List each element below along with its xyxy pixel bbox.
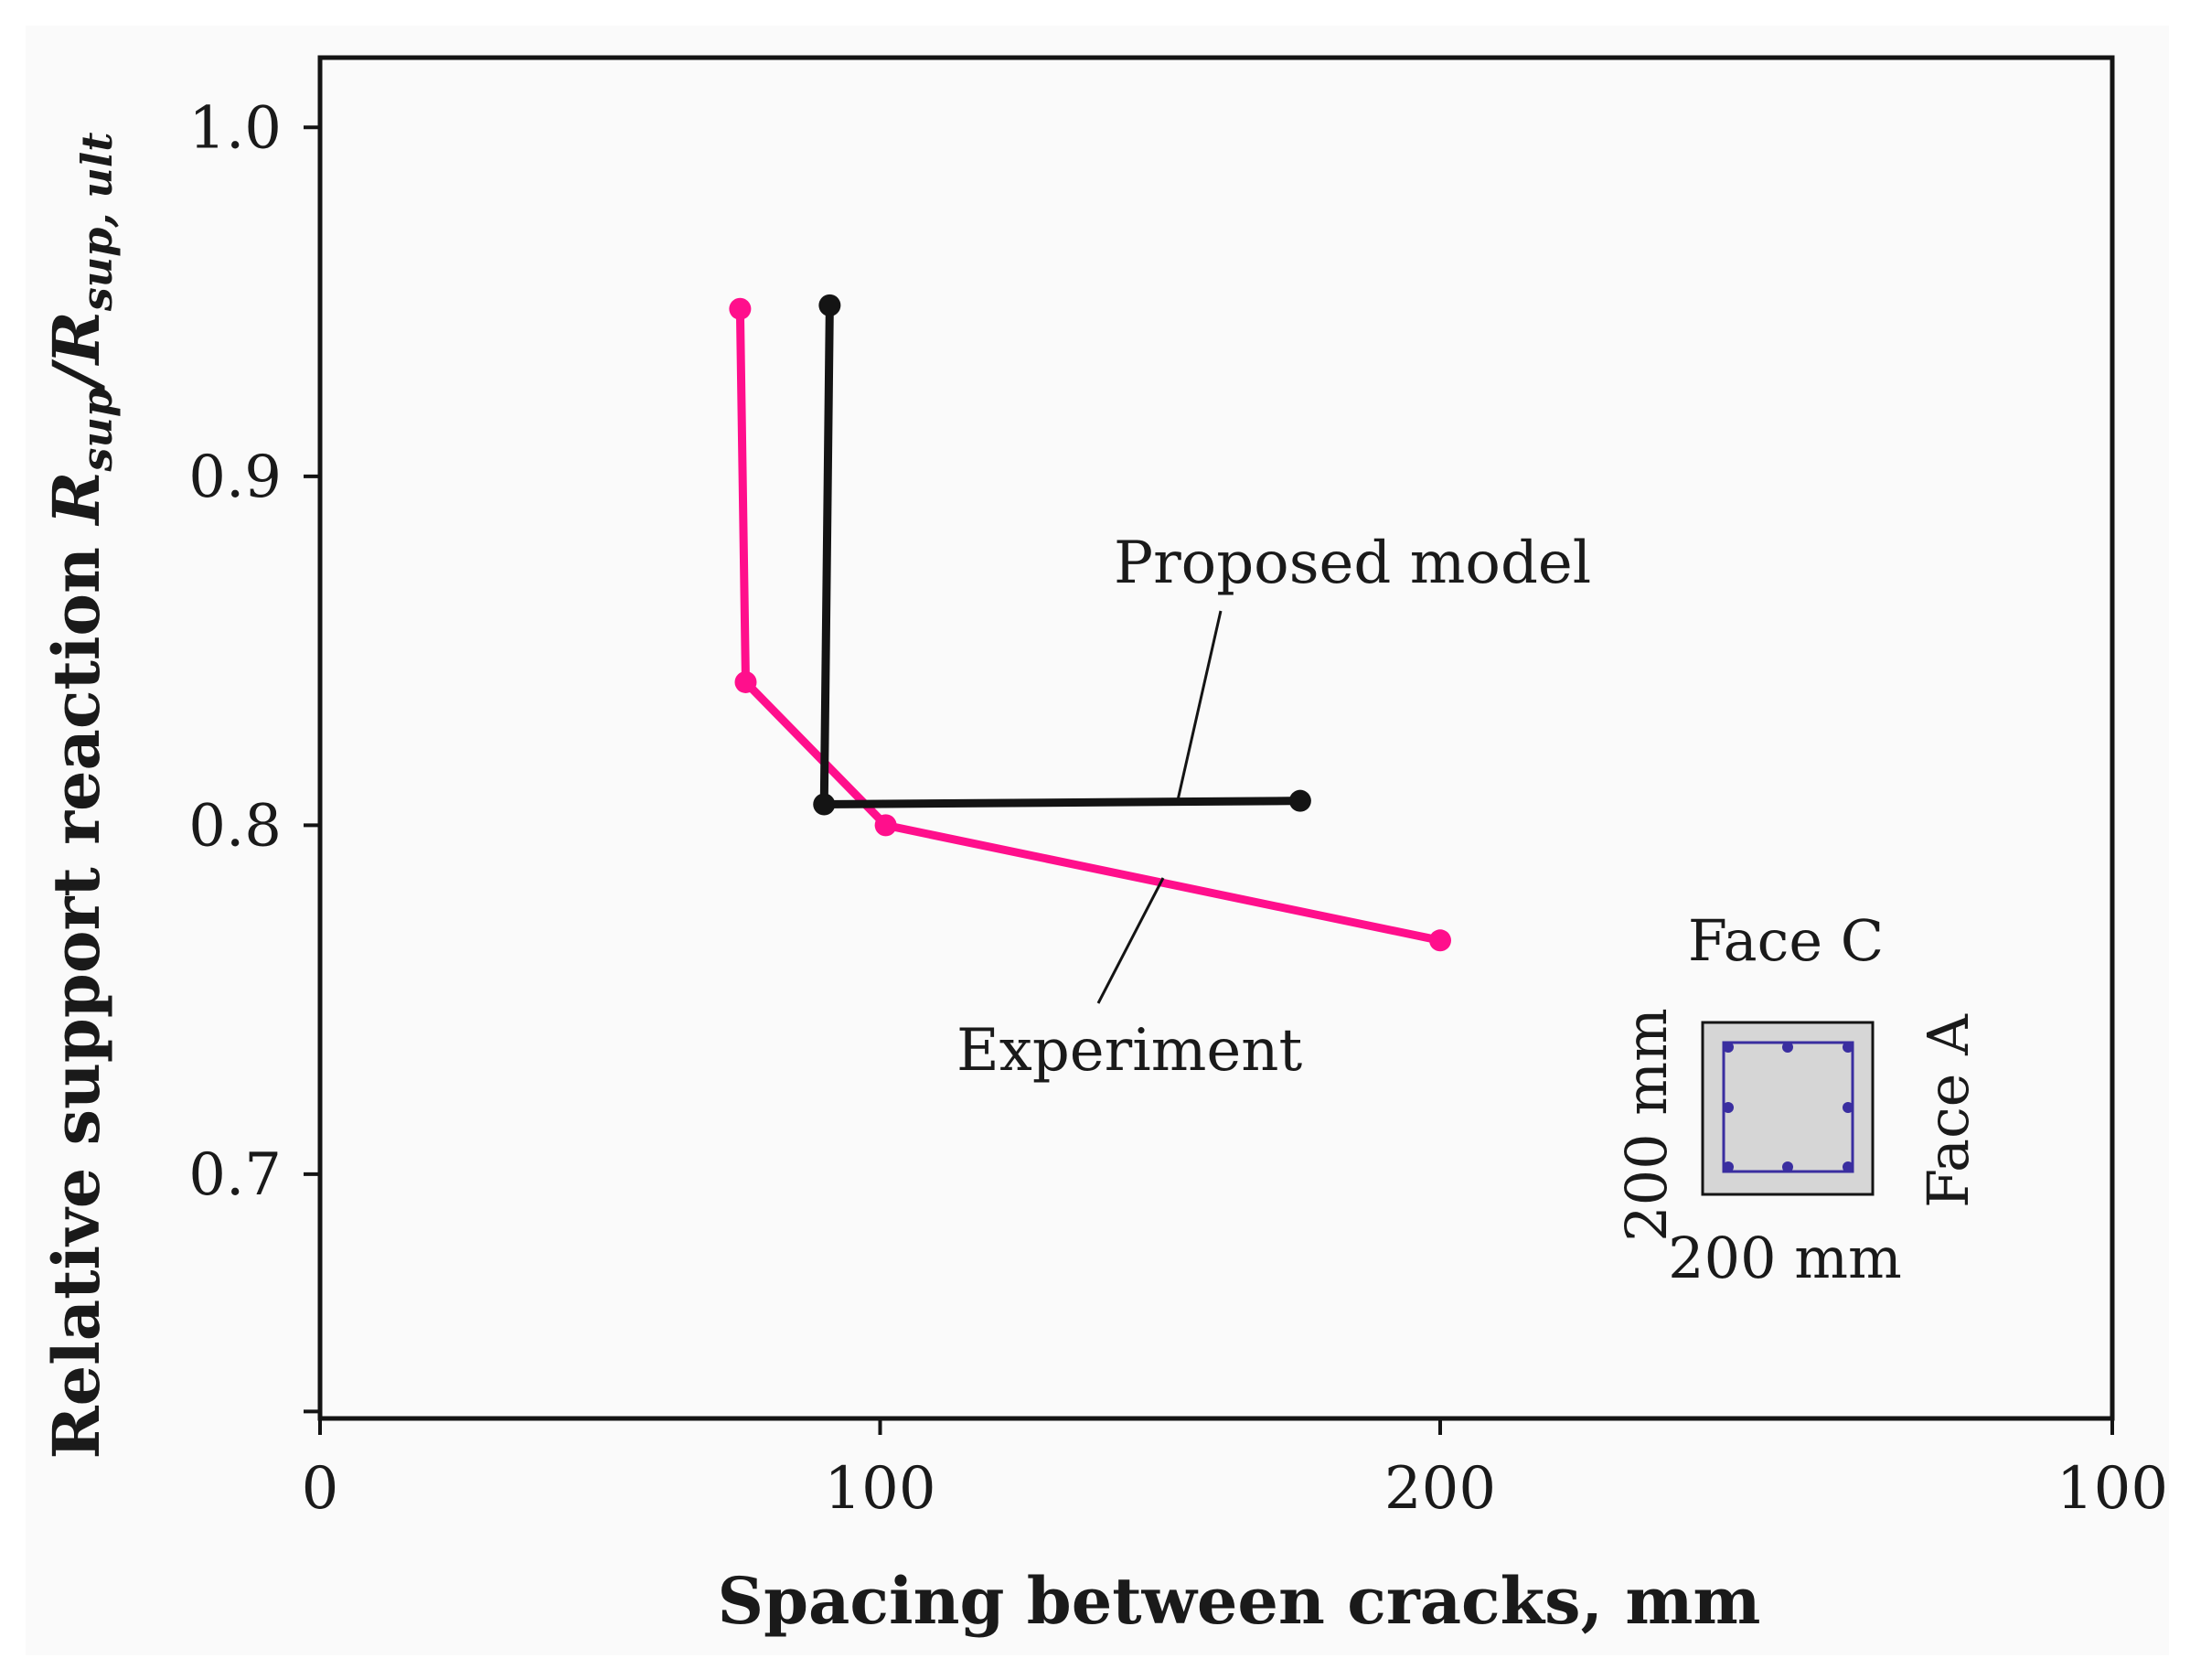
rebar-dot — [1782, 1042, 1793, 1053]
experiment-point — [729, 297, 752, 320]
y-tick-label: 1.0 — [188, 94, 282, 162]
rebar-group — [1723, 1042, 1853, 1172]
x-axis-title: Spacing between cracks, mm — [718, 1563, 1761, 1639]
inset-width-label: 200 mm — [1668, 1225, 1902, 1291]
y-axis-title-sub2: sup, ult — [72, 132, 122, 312]
series-layer — [729, 294, 1451, 952]
inset-height-label: 200 mm — [1613, 1008, 1680, 1242]
y-tick-label: 0.9 — [188, 444, 282, 511]
y-axis-title-main: Relative support reaction — [38, 525, 114, 1460]
y-axis-title-sub1: sup — [72, 388, 122, 473]
proposed-model-point — [1288, 789, 1311, 812]
inset-face-c-label: Face C — [1688, 907, 1884, 974]
axis-ticks: 0 100 200 100 0.7 0.8 0.9 1.0 — [188, 94, 2168, 1523]
experiment-point — [874, 814, 897, 837]
y-axis-title-r: R — [38, 471, 114, 526]
proposed-model-point — [813, 793, 836, 816]
proposed-model-annotation: Proposed model — [1114, 530, 1591, 597]
rebar-dot — [1843, 1102, 1853, 1113]
rebar-dot — [1843, 1161, 1853, 1172]
experiment-annotation: Experiment — [956, 1017, 1303, 1085]
rebar-dot — [1782, 1161, 1793, 1172]
cross-section-inset: Face C Face A 200 mm 200 mm — [1613, 907, 1982, 1291]
experiment-point — [734, 670, 757, 693]
experiment-leader-line — [1096, 877, 1165, 1004]
y-axis-title: Relative support reaction Rsup/Rsup, ult — [38, 132, 122, 1459]
experiment-line — [735, 305, 1445, 945]
proposed-model-leader-line — [1176, 610, 1223, 801]
inset-face-a-label: Face A — [1915, 1013, 1982, 1208]
x-tick-label: 200 — [1384, 1455, 1496, 1523]
experiment-point — [1429, 929, 1451, 952]
proposed-model-point — [818, 294, 841, 316]
x-tick-label: 100 — [2056, 1455, 2168, 1523]
chart-background — [26, 26, 2169, 1655]
y-axis-title-slash: /R — [38, 311, 114, 393]
x-tick-label: 0 — [302, 1455, 339, 1523]
rebar-dot — [1723, 1102, 1734, 1113]
rebar-dot — [1723, 1161, 1734, 1172]
x-tick-label: 100 — [824, 1455, 935, 1523]
rebar-dot — [1843, 1042, 1853, 1053]
rebar-dot — [1723, 1042, 1734, 1053]
y-tick-label: 0.8 — [188, 792, 282, 860]
plot-frame — [317, 55, 2115, 1421]
y-tick-label: 0.7 — [188, 1141, 282, 1209]
